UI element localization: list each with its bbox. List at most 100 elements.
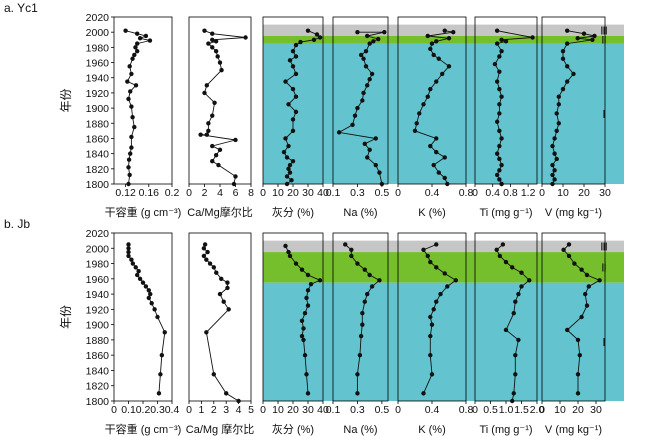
data-point <box>365 83 370 88</box>
data-point <box>577 352 582 358</box>
data-point <box>204 132 210 137</box>
data-point <box>428 352 433 358</box>
data-point <box>584 303 590 308</box>
data-point <box>293 54 299 59</box>
data-point <box>233 137 238 143</box>
data-point <box>152 307 157 312</box>
y-tick-label: 1860 <box>86 350 110 362</box>
x-tick-label: 0.1 <box>121 404 136 416</box>
x-tick-label: 0.8 <box>503 187 518 199</box>
x-axis-label: 干容重 (g cm⁻³) <box>105 205 182 219</box>
data-point <box>497 143 502 149</box>
series-line <box>200 30 246 185</box>
data-point <box>357 352 363 358</box>
data-point <box>283 243 288 249</box>
x-tick-label: 4 <box>236 404 242 416</box>
data-point <box>284 181 290 187</box>
x-axis-label: 干容重 (g cm⁻³) <box>105 422 182 436</box>
data-point <box>497 69 502 74</box>
data-point <box>358 333 364 339</box>
y-tick-label: 1900 <box>86 103 110 115</box>
data-point <box>336 130 342 135</box>
zone-band <box>263 282 624 401</box>
y-tick-label: 1980 <box>86 42 110 54</box>
data-point <box>210 45 215 50</box>
panel-frame <box>332 16 389 185</box>
data-point <box>499 37 504 42</box>
data-point <box>434 39 439 44</box>
data-point <box>530 35 535 40</box>
data-point <box>217 291 223 297</box>
data-point <box>497 102 502 107</box>
x-tick-label: 10 <box>272 187 284 199</box>
data-point <box>560 48 566 54</box>
data-point <box>592 33 597 39</box>
data-point <box>301 337 306 343</box>
data-point <box>127 64 132 69</box>
data-point <box>305 28 311 33</box>
panel-frame <box>113 16 173 185</box>
panel-label: a. Yc1 <box>4 1 38 15</box>
panel-frame <box>113 232 173 402</box>
data-point <box>425 33 430 39</box>
x-tick-label: 30 <box>302 404 314 416</box>
data-point <box>431 52 436 58</box>
data-point <box>162 330 167 335</box>
data-point <box>126 157 132 162</box>
data-point <box>373 136 378 141</box>
data-point <box>581 31 587 36</box>
data-point <box>317 35 323 40</box>
data-point <box>550 172 555 178</box>
data-point <box>355 29 360 35</box>
data-point <box>210 113 215 118</box>
data-point <box>445 284 450 289</box>
data-point <box>362 299 367 304</box>
data-point <box>583 291 588 297</box>
data-point <box>434 299 439 304</box>
data-point <box>146 295 151 301</box>
data-point <box>494 41 500 46</box>
x-tick-label: 0 <box>539 404 545 416</box>
data-point <box>146 288 151 293</box>
data-point <box>362 267 367 272</box>
data-point <box>213 48 219 54</box>
y-tick-label: 1800 <box>86 396 110 408</box>
panel-frame <box>541 16 606 185</box>
data-point <box>429 372 435 377</box>
data-point <box>286 102 291 107</box>
data-point <box>126 242 131 247</box>
x-tick-label: 40 <box>317 187 329 199</box>
data-point <box>305 272 311 278</box>
data-point <box>519 284 524 289</box>
x-tick-label: 0.3 <box>150 404 165 416</box>
x-axis-label: 灰分 (%) <box>272 205 314 219</box>
y-tick-label: 1820 <box>86 164 110 176</box>
data-point <box>213 152 219 158</box>
data-point <box>349 253 354 259</box>
data-point <box>129 104 134 109</box>
data-point <box>355 391 360 396</box>
data-point <box>428 333 433 339</box>
x-tick-label: 0 <box>186 187 192 199</box>
data-point <box>373 162 378 168</box>
data-point <box>382 29 387 35</box>
x-tick-label: 6 <box>233 187 239 199</box>
data-point <box>130 115 135 120</box>
data-point <box>159 352 165 358</box>
x-axis-label: K (%) <box>418 207 446 219</box>
data-point <box>377 170 382 175</box>
x-axis-label: Na (%) <box>343 424 377 436</box>
data-point <box>565 79 570 84</box>
y-axis-label: 年份 <box>59 88 73 112</box>
panel-frame <box>188 232 252 402</box>
x-tick-label: 0 <box>395 187 401 199</box>
data-point <box>317 278 323 283</box>
x-tick-label: 10 <box>272 404 284 416</box>
data-point <box>552 136 557 141</box>
data-point <box>367 272 372 278</box>
data-point <box>565 64 570 69</box>
data-point <box>516 337 521 343</box>
y-tick-label: 2020 <box>86 228 110 240</box>
data-point <box>429 322 435 327</box>
data-point <box>510 398 515 404</box>
